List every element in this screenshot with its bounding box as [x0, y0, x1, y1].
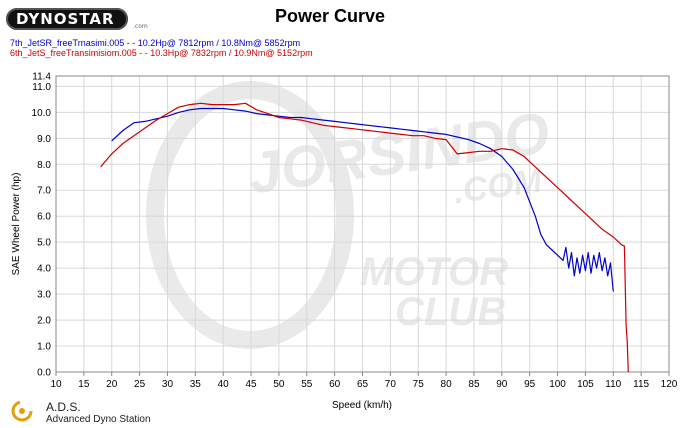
x-tick-label: 90: [496, 379, 508, 390]
watermark-line4: CLUB: [395, 290, 506, 334]
x-tick-label: 10: [50, 379, 62, 390]
x-tick-label: 80: [441, 379, 453, 390]
x-tick-label: 55: [301, 379, 313, 390]
x-tick-label: 100: [549, 379, 566, 390]
x-tick-label: 85: [468, 379, 480, 390]
y-tick-label: 8.0: [37, 160, 51, 171]
logo-sub: .com: [133, 23, 148, 30]
y-tick-label: 1.0: [37, 342, 51, 353]
x-tick-label: 60: [329, 379, 341, 390]
chart-title: Power Curve: [274, 6, 386, 26]
x-tick-label: 30: [162, 379, 174, 390]
y-tick-label: 10.0: [32, 108, 52, 119]
y-axis-label: SAE Wheel Power (hp): [11, 173, 22, 276]
x-tick-label: 70: [385, 379, 397, 390]
ads-logo-icon: [11, 400, 33, 422]
y-tick-label: 0.0: [37, 368, 51, 379]
y-tick-label: 11.4: [32, 72, 51, 83]
y-tick-label: 2.0: [37, 316, 51, 327]
y-tick-label: 6.0: [37, 212, 51, 223]
y-tick-label: 5.0: [37, 238, 51, 249]
series-group: [100, 102, 629, 373]
x-tick-label: 75: [413, 379, 425, 390]
y-tick-label: 7.0: [37, 186, 51, 197]
footer-subtitle: Advanced Dyno Station: [46, 414, 151, 425]
x-tick-label: 50: [273, 379, 285, 390]
logo-text: DYNOSTAR: [16, 10, 115, 28]
y-axis-ticks: 0.0 1.0 2.0 3.0 4.0 5.0 6.0 7.0 8.0 9.0 10.0 11.011…: [32, 72, 52, 379]
dynostar-logo: DYNOSTAR .com: [6, 8, 148, 30]
run-legend-2: 6th_JetS_freeTransimisiom.005 - - 10.3Hp…: [10, 48, 313, 58]
x-tick-label: 110: [605, 379, 621, 390]
x-tick-label: 40: [218, 379, 230, 390]
y-tick-label: 3.0: [37, 290, 51, 301]
y-tick-label: 11.0: [32, 82, 51, 93]
x-tick-label: 45: [245, 379, 257, 390]
run-legend-1: 7th_JetSR_freeTrnasimi.005 - - 10.2Hp@ 7…: [10, 38, 301, 48]
x-tick-label: 35: [190, 379, 202, 390]
watermark-emblem: [146, 81, 354, 349]
y-tick-label: 9.0: [37, 134, 51, 145]
series-line-1: [111, 107, 614, 292]
y-tick-label: 4.0: [37, 264, 51, 275]
x-tick-label: 15: [78, 379, 90, 390]
x-axis-ticks: 10 15 20 25 30 35 40 45 50 55 60 65 70 75 80 85 90 95 100 1…: [50, 372, 678, 390]
footer-name: A.D.S.: [46, 400, 81, 414]
x-tick-label: 65: [357, 379, 369, 390]
x-tick-label: 105: [577, 379, 594, 390]
x-tick-label: 120: [661, 379, 678, 390]
series-line-2: [100, 102, 629, 373]
x-tick-label: 25: [134, 379, 146, 390]
x-tick-label: 20: [106, 379, 118, 390]
x-tick-label: 95: [524, 379, 536, 390]
watermark: JORSINDO .COM MOTOR CLUB: [146, 81, 553, 349]
watermark-line3: MOTOR: [360, 250, 508, 294]
x-axis-label: Speed (km/h): [332, 400, 392, 411]
x-tick-label: 115: [633, 379, 649, 390]
